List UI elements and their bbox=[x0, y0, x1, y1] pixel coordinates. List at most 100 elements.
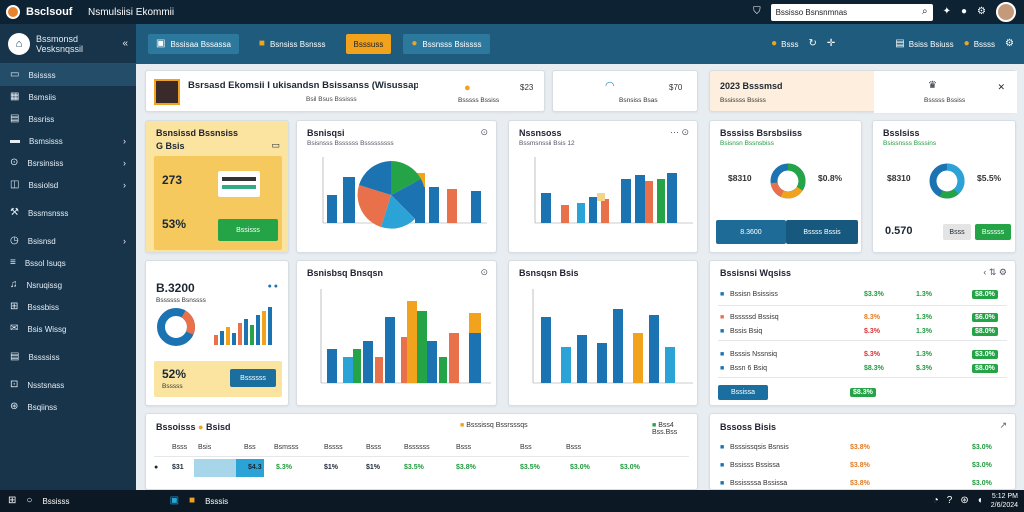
bar-chart-2-title: Bsnisbsq Bnsqsn bbox=[307, 268, 384, 278]
refresh-button[interactable]: ↻ bbox=[809, 39, 817, 49]
sidebar-item[interactable]: ⊛ Bsqiinss bbox=[0, 396, 136, 418]
bell-icon: ♫ bbox=[10, 279, 18, 290]
chevron-right-icon: › bbox=[123, 136, 126, 146]
sidebar-item[interactable]: ▭ Bsissss bbox=[0, 64, 136, 86]
taskbar-clock[interactable]: 5:12 PM 2/6/2024 bbox=[991, 492, 1018, 510]
mini-bar bbox=[268, 307, 272, 345]
bar bbox=[449, 333, 459, 383]
toolbar: ▣ Bssisaa Bssassa ■ Bsnsiss Bsnsss Bsssuss… bbox=[136, 24, 1024, 64]
row-expand-icon[interactable]: ● bbox=[154, 464, 159, 471]
kpi-white-button[interactable]: Bssssss bbox=[230, 369, 276, 387]
list-card-button[interactable]: Bssissa bbox=[718, 385, 768, 400]
bar-chart-2-svg bbox=[320, 289, 491, 384]
donut-2-title: Bsslsiss bbox=[883, 128, 920, 138]
donut-1-btn-left[interactable]: 8.3600 bbox=[716, 220, 786, 244]
sidebar-item[interactable]: ▬ Bsmsisss › bbox=[0, 130, 136, 152]
info-icon[interactable]: ⊙ bbox=[480, 127, 488, 137]
title-bar: Bsclsouf Nsmulsiisi Ekommii ⛉ Bssisso Bs… bbox=[0, 0, 1024, 24]
list-card-menu-icon[interactable]: ‹ ⇅ ⚙ bbox=[983, 267, 1007, 277]
user-avatar[interactable] bbox=[996, 2, 1016, 22]
bar-chart-1-title: Nssnsoss bbox=[519, 128, 562, 138]
table-header[interactable]: Bsss bbox=[456, 444, 472, 451]
app-logo: Bsclsouf bbox=[0, 5, 86, 19]
toolbar-button-4[interactable]: ● Bssnsss Bsissss bbox=[403, 34, 490, 54]
help-icon[interactable]: ? bbox=[946, 495, 953, 506]
search-icon[interactable]: ⌕ bbox=[921, 6, 928, 17]
bar bbox=[601, 199, 609, 223]
sidebar-item[interactable]: ⊙ Bsrsinsiss › bbox=[0, 152, 136, 174]
shield-icon[interactable]: ⛉ bbox=[753, 6, 761, 17]
table-header[interactable]: Bsss bbox=[366, 444, 382, 451]
toolbar-right-1[interactable]: ● Bsss bbox=[771, 39, 798, 49]
sidebar-item[interactable]: ⊞ Bsssbiss bbox=[0, 296, 136, 318]
donut-2-btn2[interactable]: Bsssss bbox=[975, 224, 1011, 240]
sidebar-item[interactable]: ♫ Nsruqissg bbox=[0, 274, 136, 296]
windows-icon[interactable]: ⊞ bbox=[8, 495, 17, 506]
gear-icon[interactable]: ⚙ bbox=[977, 6, 986, 17]
table-header[interactable]: Bsss bbox=[566, 444, 582, 451]
notification-icon[interactable]: ● bbox=[960, 6, 968, 17]
info-icon[interactable]: ⊙ bbox=[480, 267, 488, 277]
dots-icon[interactable]: ● ● bbox=[267, 283, 278, 290]
bar bbox=[577, 335, 587, 383]
table-cell: $3.5% bbox=[520, 464, 540, 471]
sidebar-item[interactable]: ⚒ Bssmsnsss bbox=[0, 202, 136, 224]
bar bbox=[577, 203, 585, 223]
list-row-value-b: 1.3% bbox=[916, 328, 932, 335]
sidebar-item[interactable]: ≡ Bssol Isuqs bbox=[0, 252, 136, 274]
sidebar-item[interactable]: ✉ Bsis Wissg bbox=[0, 318, 136, 340]
expand-button[interactable]: ✛ bbox=[827, 39, 835, 49]
table-header[interactable]: Bssss bbox=[324, 444, 343, 451]
pie-chart-title: Bsnisqsi bbox=[307, 128, 345, 138]
kpi-yellow-title: Bsnsissd Bssnsiss bbox=[156, 128, 239, 138]
home-icon: ▣ bbox=[156, 38, 166, 49]
status-expand-icon[interactable]: ↗ bbox=[999, 420, 1007, 430]
sidebar-item[interactable]: ▦ Bsmsiis bbox=[0, 86, 136, 108]
sidebar-item[interactable]: ◫ Bssiolsd › bbox=[0, 174, 136, 196]
toolbar-button-2[interactable]: ■ Bsnsiss Bsnsss bbox=[251, 34, 334, 54]
bell-icon[interactable]: ✦ bbox=[942, 6, 951, 17]
loop-icon: ◠ bbox=[605, 80, 615, 92]
donut-2-btn1[interactable]: Bsss bbox=[943, 224, 971, 240]
table-header[interactable]: Bsis bbox=[198, 444, 212, 451]
collapse-icon[interactable]: « bbox=[122, 37, 128, 49]
sidebar-item[interactable]: ◷ Bsisnsd › bbox=[0, 230, 136, 252]
toolbar-button-3[interactable]: Bsssuss bbox=[345, 34, 392, 54]
bar bbox=[597, 343, 607, 383]
table-header[interactable]: Bsmsss bbox=[274, 444, 299, 451]
app-icon-2[interactable]: ■ bbox=[189, 495, 196, 506]
sidebar-header: ⌂ Bssmonsd Vesksnqssil « bbox=[0, 24, 136, 64]
toolbar-right-3[interactable]: ● Bssss bbox=[964, 39, 995, 49]
table-header[interactable]: Bssssss bbox=[404, 444, 430, 451]
more-icon[interactable]: ⋯ ⊙ bbox=[669, 127, 689, 137]
settings-button[interactable]: ⚙ bbox=[1005, 39, 1014, 49]
toolbar-right-2[interactable]: ▤ Bsiss Bsiuss bbox=[895, 39, 953, 49]
toolbar-button-3-label: Bsssuss bbox=[353, 39, 384, 49]
app-icon-1[interactable]: ▣ bbox=[169, 495, 180, 506]
table-header[interactable]: Bss bbox=[520, 444, 532, 451]
kpi-yellow-card: Bsnsissd Bssnsiss G Bsis ▭ 273 53% Bssis… bbox=[145, 120, 289, 253]
table-header[interactable]: Bss bbox=[244, 444, 256, 451]
clock-icon[interactable]: ◔ bbox=[932, 495, 939, 506]
taskbar-search[interactable]: Bssisss bbox=[42, 496, 70, 506]
sidebar-item[interactable]: ⊡ Nsstsnass bbox=[0, 374, 136, 396]
kpi-yellow-button[interactable]: Bssisss bbox=[218, 219, 278, 241]
sidebar-item[interactable]: ▤ Bssssiss bbox=[0, 346, 136, 368]
table-title-text: Bssoisss bbox=[156, 422, 196, 432]
search-input[interactable]: Bssisso Bsnsnmnas ⌕ bbox=[770, 3, 933, 21]
list-card-title: Bssisnsi Wqsiss bbox=[720, 268, 792, 278]
toolbar-button-1[interactable]: ▣ Bssisaa Bssassa bbox=[148, 34, 239, 54]
taskbar-search-icon[interactable]: ○ bbox=[26, 495, 33, 506]
toolbar-right-3-label: Bssss bbox=[973, 39, 996, 49]
table-header[interactable]: Bsss bbox=[172, 444, 188, 451]
volume-icon[interactable]: ◖ bbox=[976, 495, 983, 506]
sidebar-item[interactable]: ▤ Bssriss bbox=[0, 108, 136, 130]
wifi-icon[interactable]: ⊛ bbox=[960, 495, 969, 506]
status-row-value-a: $3.8% bbox=[850, 480, 870, 487]
table-row-highlight-dark bbox=[236, 459, 264, 477]
status-row-label: Bsssissqsis Bsnsis bbox=[730, 444, 789, 451]
kpi-white-svg bbox=[157, 307, 272, 346]
close-icon[interactable]: ✕ bbox=[997, 82, 1005, 92]
taskbar-app[interactable]: Bsssis bbox=[205, 496, 229, 506]
donut-1-btn-right[interactable]: Bssss Bssis bbox=[786, 220, 858, 244]
